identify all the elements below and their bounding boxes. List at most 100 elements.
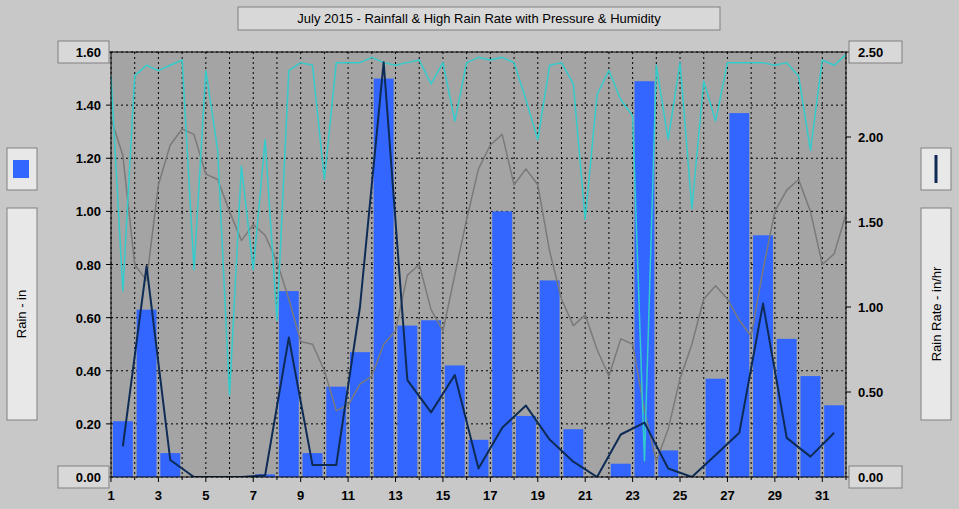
tick-label: 9	[297, 488, 304, 503]
legend-swatch	[13, 160, 29, 178]
title: July 2015 - Rainfall & High Rain Rate wi…	[297, 11, 661, 26]
legend-swatch	[935, 155, 938, 183]
tick-label: 1.50	[858, 215, 883, 230]
tick-label: 1.00	[76, 204, 101, 219]
tick	[846, 392, 851, 393]
bar	[611, 464, 631, 477]
tick-label: 0.00	[76, 470, 101, 485]
grid-line	[798, 52, 799, 477]
tick	[727, 477, 728, 482]
tick	[846, 137, 851, 138]
bar	[421, 320, 441, 477]
tick-label: 23	[625, 488, 639, 503]
tick	[419, 477, 420, 480]
tick	[395, 477, 396, 482]
tick	[205, 477, 206, 482]
tick-label: 29	[768, 488, 782, 503]
tick	[106, 105, 111, 106]
tick	[276, 477, 277, 480]
tick-label: 5	[202, 488, 209, 503]
tick	[822, 477, 823, 482]
grid-line	[608, 52, 609, 477]
series-line	[111, 55, 846, 461]
tick	[846, 307, 851, 308]
bar	[445, 365, 465, 477]
axis-label-box	[921, 208, 951, 420]
tick-label: 1.40	[76, 98, 101, 113]
bar	[563, 429, 583, 477]
grid-line	[680, 52, 681, 477]
tick	[774, 477, 775, 482]
grid-line	[561, 52, 562, 477]
tick-label: 17	[483, 488, 497, 503]
grid-line	[205, 52, 206, 477]
bar	[540, 280, 560, 477]
grid-line	[324, 52, 325, 477]
tick-label: 1.00	[858, 300, 883, 315]
bar	[729, 113, 749, 477]
tick-label: 2.00	[858, 130, 883, 145]
tick	[229, 477, 230, 480]
tick-label: 7	[250, 488, 257, 503]
grid-line	[182, 52, 183, 477]
bar	[492, 211, 512, 477]
y2-axis-label: Rain Rate - in/hr	[929, 266, 944, 361]
tick	[106, 317, 111, 318]
plot-frame	[111, 52, 846, 477]
tick	[324, 477, 325, 480]
tick	[442, 477, 443, 482]
grid-line	[371, 52, 372, 477]
tick	[846, 477, 847, 480]
tick	[106, 423, 111, 424]
tick	[106, 370, 111, 371]
tick	[680, 477, 681, 482]
bar	[279, 291, 299, 477]
grid-line	[229, 52, 230, 477]
bar	[397, 326, 417, 477]
tick-label: 31	[815, 488, 829, 503]
grid-line	[585, 52, 586, 477]
title-box	[238, 7, 720, 30]
tick	[608, 477, 609, 480]
grid-line	[158, 52, 159, 477]
data-group	[111, 55, 846, 477]
tick-label: 13	[388, 488, 402, 503]
legend-box	[921, 148, 951, 190]
series-line	[123, 62, 834, 477]
series-line	[111, 118, 846, 461]
tick	[106, 158, 111, 159]
y-axis-label: Rain - in	[14, 290, 29, 338]
grid-line	[774, 52, 775, 477]
tick	[106, 211, 111, 212]
grid-line	[751, 52, 752, 477]
tick	[585, 477, 586, 482]
tick-label: 0.80	[76, 258, 101, 273]
tick-label: 0.40	[76, 364, 101, 379]
grid-line	[514, 52, 515, 477]
grid-line	[111, 105, 846, 106]
tick	[111, 477, 112, 482]
tick	[490, 477, 491, 482]
tick	[253, 477, 254, 482]
chart: July 2015 - Rainfall & High Rain Rate wi…	[0, 0, 959, 509]
tick-label: 1	[107, 488, 114, 503]
tick-label: 21	[578, 488, 592, 503]
tick	[632, 477, 633, 482]
tick-label: 1.20	[76, 151, 101, 166]
bar	[516, 416, 536, 477]
tick-label: 15	[436, 488, 450, 503]
tick	[371, 477, 372, 480]
grid-line	[656, 52, 657, 477]
tick-box	[849, 41, 902, 63]
tick-label: 0.20	[76, 417, 101, 432]
bar	[113, 421, 133, 477]
tick	[537, 477, 538, 482]
tick-box	[849, 466, 902, 488]
tick-box	[58, 41, 109, 63]
tick	[348, 477, 349, 482]
axis-label-box	[7, 208, 37, 420]
tick-label: 27	[720, 488, 734, 503]
tick-label: 0.00	[858, 470, 883, 485]
plot-area	[111, 52, 846, 477]
tick-label: 0.60	[76, 311, 101, 326]
